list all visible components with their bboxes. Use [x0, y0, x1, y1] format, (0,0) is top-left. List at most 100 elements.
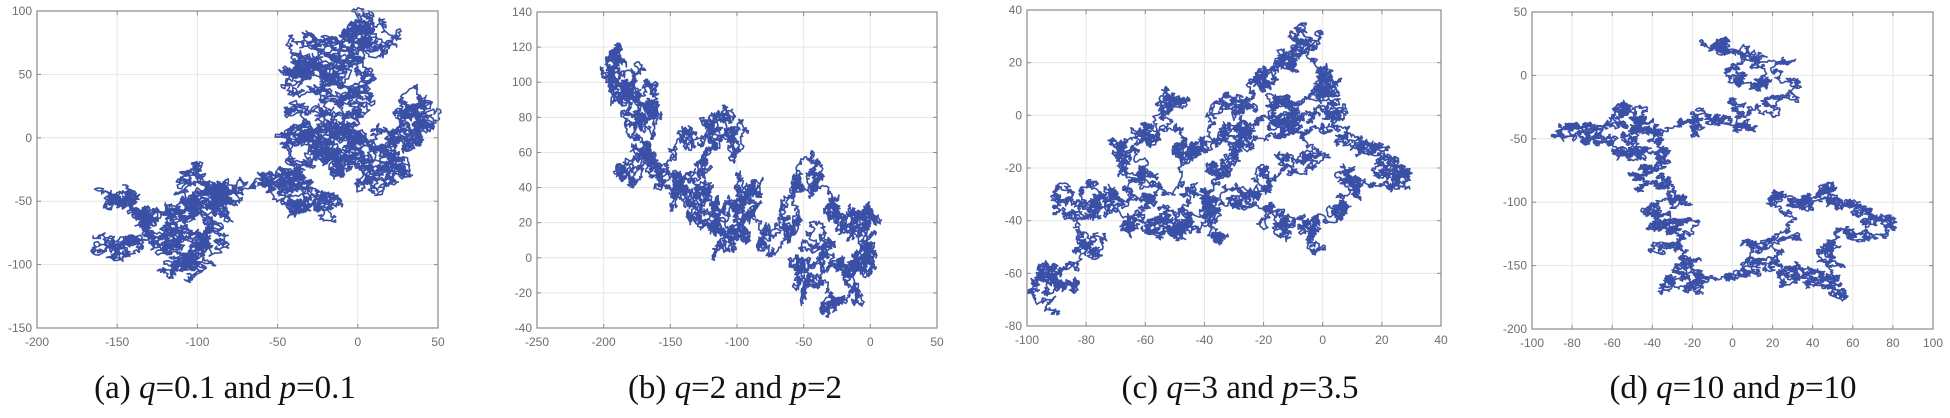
y-tick-label: 20 — [519, 216, 533, 230]
x-tick-label: -40 — [1644, 336, 1662, 350]
q-symbol: q — [139, 370, 156, 406]
y-tick-label: -20 — [515, 286, 533, 300]
p-value: =2 — [806, 370, 843, 406]
q-value: =0.1 and — [155, 370, 280, 406]
x-tick-label: 20 — [1375, 333, 1389, 347]
x-tick-label: 0 — [1319, 333, 1326, 347]
q-symbol: q — [1656, 370, 1673, 406]
y-tick-label: 50 — [1514, 5, 1528, 19]
x-tick-label: -50 — [269, 335, 287, 349]
y-tick-label: 40 — [1009, 3, 1023, 17]
y-tick-label: 0 — [25, 131, 32, 145]
y-axis: -80 -60 -40 -20 0 20 40 — [1005, 3, 1441, 333]
p-symbol: p — [279, 370, 297, 406]
y-tick-label: -100 — [8, 258, 32, 272]
x-tick-label: 50 — [431, 335, 445, 349]
random-walk-trace — [1026, 22, 1413, 316]
caption-label: (a) — [94, 370, 139, 406]
y-tick-label: -50 — [15, 194, 33, 208]
p-symbol: p — [1282, 370, 1299, 406]
y-tick-label: -100 — [1503, 195, 1527, 209]
random-walk-trace — [1550, 36, 1898, 302]
x-tick-label: -100 — [1520, 336, 1544, 350]
axes-frame — [36, 10, 439, 329]
q-symbol: q — [674, 370, 692, 406]
x-tick-label: 40 — [1434, 333, 1448, 347]
random-walk-trace — [90, 6, 442, 284]
y-tick-label: 140 — [512, 5, 532, 19]
y-tick-label: -50 — [1510, 132, 1528, 146]
y-tick-label: 40 — [519, 181, 533, 195]
y-tick-label: 50 — [19, 67, 33, 81]
x-tick-label: 0 — [354, 335, 361, 349]
y-axis: -200 -150 -100 -50 0 50 — [1503, 5, 1933, 336]
p-value: =10 — [1804, 370, 1857, 406]
y-tick-label: 80 — [519, 110, 533, 124]
y-tick-label: -40 — [515, 321, 533, 335]
x-tick-label: 60 — [1846, 336, 1860, 350]
x-tick-label: 0 — [867, 335, 874, 349]
q-symbol: q — [1166, 370, 1183, 406]
x-tick-label: -100 — [185, 335, 209, 349]
x-tick-label: -100 — [1015, 333, 1039, 347]
x-tick-label: 40 — [1806, 336, 1820, 350]
x-tick-label: -50 — [795, 335, 813, 349]
y-tick-label: 100 — [12, 4, 32, 18]
caption-b: (b) q=2 and p=2 — [628, 370, 842, 407]
grid-lines — [1532, 12, 1933, 329]
random-walk-trace — [599, 42, 883, 319]
y-tick-label: -150 — [8, 321, 32, 335]
p-value: =0.1 — [296, 370, 356, 406]
x-axis: -100 -80 -60 -40 -20 0 20 40 — [1015, 10, 1448, 347]
y-tick-label: 0 — [525, 251, 532, 265]
caption-d: (d) q=10 and p=10 — [1609, 370, 1856, 407]
y-tick-label: 60 — [519, 145, 533, 159]
y-tick-label: 0 — [1520, 68, 1527, 82]
x-tick-label: -200 — [592, 335, 616, 349]
p-symbol: p — [1788, 370, 1805, 406]
q-value: =10 and — [1672, 370, 1789, 406]
x-tick-label: 20 — [1766, 336, 1780, 350]
caption-label: (b) — [627, 370, 675, 406]
y-tick-label: -40 — [1005, 214, 1023, 228]
x-tick-label: -250 — [525, 335, 549, 349]
x-tick-label: -20 — [1255, 333, 1273, 347]
x-tick-label: -150 — [105, 335, 129, 349]
x-axis: -100 -80 -60 -40 -20 0 20 40 60 80 100 — [1520, 12, 1943, 350]
x-tick-label: -20 — [1684, 336, 1702, 350]
y-tick-label: -20 — [1005, 161, 1023, 175]
y-tick-label: 100 — [512, 75, 532, 89]
y-tick-label: -80 — [1005, 319, 1023, 333]
x-tick-label: -60 — [1604, 336, 1622, 350]
x-tick-label: -40 — [1196, 333, 1214, 347]
x-tick-label: 0 — [1729, 336, 1736, 350]
x-tick-label: -80 — [1563, 336, 1581, 350]
x-tick-label: -200 — [25, 335, 49, 349]
x-tick-label: 100 — [1923, 336, 1943, 350]
x-tick-label: -100 — [725, 335, 749, 349]
x-axis: -250 -200 -150 -100 -50 0 50 — [525, 12, 944, 349]
y-axis: -40 -20 0 20 40 60 80 100 120 140 — [512, 5, 937, 335]
x-tick-label: -60 — [1137, 333, 1155, 347]
caption-label: (d) — [1609, 370, 1657, 406]
y-tick-label: 20 — [1009, 56, 1023, 70]
p-value: =3.5 — [1298, 370, 1359, 406]
y-tick-label: -200 — [1503, 322, 1527, 336]
y-tick-label: -150 — [1503, 259, 1527, 273]
x-tick-label: -150 — [658, 335, 682, 349]
y-tick-label: 0 — [1015, 108, 1022, 122]
p-symbol: p — [790, 370, 807, 406]
caption-label: (c) — [1121, 370, 1167, 406]
x-tick-label: -80 — [1077, 333, 1095, 347]
y-axis: -150 -100 -50 0 50 100 — [8, 4, 438, 335]
y-tick-label: -60 — [1005, 266, 1023, 280]
x-axis: -200 -150 -100 -50 0 50 — [25, 11, 445, 349]
caption-c: (c) q=3 and p=3.5 — [1121, 370, 1358, 407]
q-value: =2 and — [691, 370, 791, 406]
y-tick-label: 120 — [512, 40, 532, 54]
x-tick-label: 80 — [1886, 336, 1900, 350]
